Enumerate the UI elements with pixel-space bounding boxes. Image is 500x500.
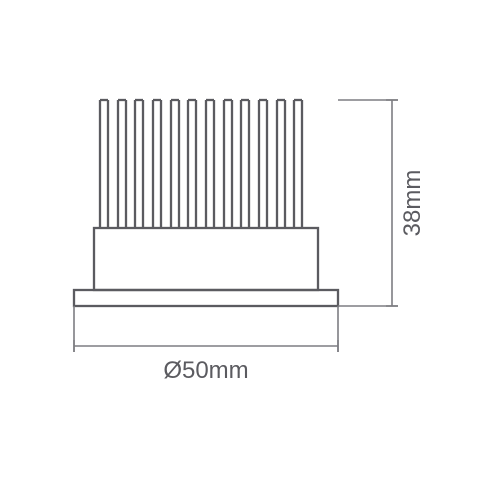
heatsink-fins xyxy=(100,100,302,228)
module-outline xyxy=(74,228,338,306)
height-label: 38mm xyxy=(399,170,426,237)
width-label: Ø50mm xyxy=(163,357,248,384)
dimension-height: 38mm xyxy=(338,100,426,306)
dimension-width: Ø50mm xyxy=(74,306,338,384)
diagram-canvas: 38mm Ø50mm xyxy=(0,0,500,500)
